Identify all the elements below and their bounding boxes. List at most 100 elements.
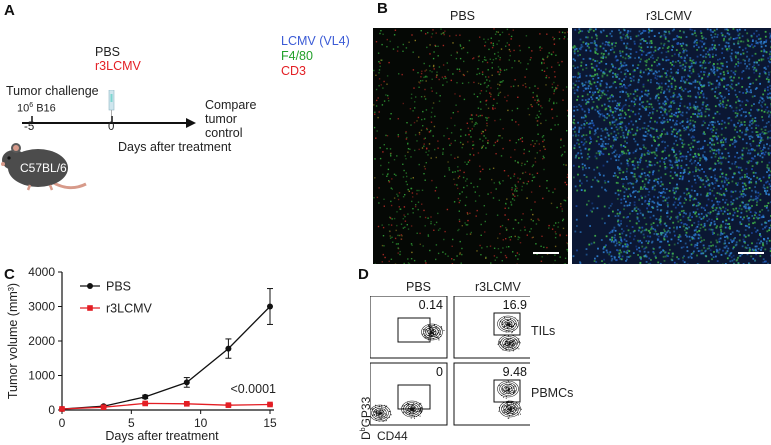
cell-dot bbox=[675, 159, 677, 162]
cell-dot bbox=[620, 251, 623, 254]
cell-dot bbox=[736, 215, 739, 217]
event-dot bbox=[513, 329, 515, 331]
cell-dot bbox=[485, 59, 487, 61]
cell-dot bbox=[388, 181, 391, 183]
cell-dot bbox=[383, 80, 385, 83]
cell-dot bbox=[642, 233, 645, 236]
cell-dot bbox=[712, 152, 715, 155]
cell-dot bbox=[437, 252, 440, 255]
cell-dot bbox=[674, 135, 676, 138]
cell-dot bbox=[489, 92, 491, 94]
cell-dot bbox=[737, 51, 739, 54]
cell-dot bbox=[626, 31, 629, 34]
event-dot bbox=[432, 330, 434, 332]
cell-dot bbox=[663, 103, 666, 106]
cell-dot bbox=[742, 185, 744, 188]
cell-dot bbox=[503, 170, 506, 172]
cell-dot bbox=[553, 90, 555, 93]
cell-dot bbox=[485, 99, 488, 102]
cell-dot bbox=[612, 65, 614, 68]
cell-dot bbox=[499, 118, 502, 121]
cell-dot bbox=[602, 247, 605, 250]
event-dot bbox=[438, 330, 440, 331]
cell-dot bbox=[464, 134, 467, 136]
cell-dot bbox=[757, 153, 759, 156]
cell-dot bbox=[703, 239, 705, 241]
contour-line bbox=[425, 326, 439, 338]
cell-dot bbox=[752, 222, 754, 225]
panel-a-pbs-label: PBS bbox=[95, 45, 121, 59]
cell-dot bbox=[686, 54, 688, 57]
cell-dot bbox=[621, 109, 624, 112]
cell-dot bbox=[689, 239, 691, 242]
cell-dot bbox=[647, 251, 650, 254]
cell-dot bbox=[635, 148, 638, 151]
cell-dot bbox=[704, 228, 707, 231]
cell-dot bbox=[722, 198, 724, 201]
cell-dot bbox=[735, 126, 737, 128]
cell-dot bbox=[681, 142, 683, 144]
cell-dot bbox=[532, 236, 534, 238]
cell-dot bbox=[743, 121, 746, 123]
cell-dot bbox=[749, 152, 751, 155]
cell-dot bbox=[724, 239, 726, 242]
cell-dot bbox=[728, 33, 731, 36]
cell-dot bbox=[629, 131, 632, 134]
cell-dot bbox=[509, 139, 511, 142]
cell-dot bbox=[382, 253, 384, 256]
cell-dot bbox=[597, 195, 600, 198]
cell-dot bbox=[404, 215, 406, 218]
cell-dot bbox=[418, 86, 420, 88]
cell-dot bbox=[712, 116, 715, 119]
event-dot bbox=[519, 342, 521, 344]
cell-dot bbox=[760, 42, 762, 44]
cell-dot bbox=[737, 122, 739, 124]
cell-dot bbox=[670, 71, 673, 74]
cell-dot bbox=[593, 81, 596, 84]
cell-dot bbox=[717, 83, 720, 86]
cell-dot bbox=[722, 71, 725, 73]
cell-dot bbox=[572, 65, 575, 67]
cell-dot bbox=[435, 221, 438, 224]
legend-marker bbox=[87, 283, 93, 289]
cell-dot bbox=[617, 132, 620, 135]
cell-dot bbox=[745, 167, 748, 170]
cell-dot bbox=[738, 196, 741, 199]
cell-dot bbox=[724, 157, 727, 160]
cell-dot bbox=[698, 115, 701, 118]
cell-dot bbox=[626, 245, 629, 248]
cell-dot bbox=[427, 32, 429, 34]
cell-dot bbox=[493, 247, 496, 249]
cell-dot bbox=[641, 168, 644, 171]
cell-dot bbox=[712, 210, 715, 212]
cell-dot bbox=[488, 48, 490, 51]
cell-dot bbox=[410, 225, 413, 227]
cell-dot bbox=[668, 105, 671, 108]
cell-dot bbox=[691, 29, 694, 31]
cell-dot bbox=[418, 163, 420, 166]
cell-dot bbox=[620, 71, 623, 74]
cell-dot bbox=[630, 48, 632, 51]
cell-dot bbox=[695, 44, 698, 46]
cell-dot bbox=[667, 205, 669, 208]
cell-dot bbox=[757, 217, 759, 220]
cell-dot bbox=[611, 229, 614, 232]
cell-dot bbox=[639, 158, 641, 161]
cell-dot bbox=[720, 162, 723, 165]
cell-dot bbox=[398, 192, 401, 194]
cell-dot bbox=[641, 180, 644, 183]
cell-dot bbox=[694, 79, 697, 82]
cell-dot bbox=[429, 70, 431, 72]
cell-dot bbox=[498, 73, 500, 76]
cell-dot bbox=[623, 83, 625, 86]
cell-dot bbox=[488, 80, 491, 82]
cell-dot bbox=[677, 187, 679, 190]
cell-dot bbox=[696, 208, 699, 211]
event-dot bbox=[507, 327, 509, 329]
cell-dot bbox=[613, 256, 616, 259]
cell-dot bbox=[430, 220, 432, 223]
event-dot bbox=[512, 345, 513, 347]
cell-dot bbox=[524, 163, 526, 166]
event-dot bbox=[430, 335, 432, 337]
cell-dot bbox=[730, 70, 733, 72]
